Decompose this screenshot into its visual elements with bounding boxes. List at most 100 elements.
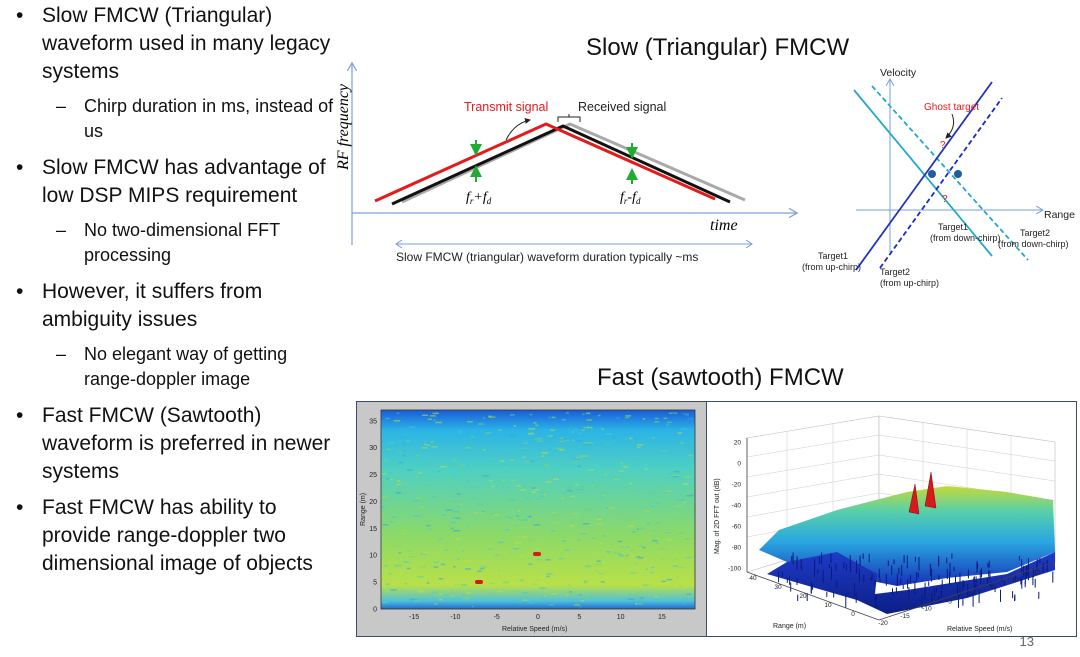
heatmap-speckle [668,473,673,475]
heatmap-speckle [588,442,593,445]
heatmap-speckle [568,486,572,488]
heatmap-speckle [393,420,401,422]
heatmap-speckle [453,473,456,475]
heatmap-speckle [642,584,649,586]
heatmap-speckle [585,509,591,512]
bullet-dot: • [16,404,24,427]
heatmap-speckle [432,412,439,415]
heatmap-speckle [579,605,583,608]
heatmap-speckle [561,540,567,542]
heatmap-speckle [625,415,632,417]
heatmap-speckle [464,560,471,563]
heatmap-speckle [539,587,546,589]
heatmap-speckle [582,523,590,525]
heatmap-speckle [528,515,532,518]
heatmap-speckle [613,478,619,481]
heatmap-speckle [573,604,580,606]
heatmap-speckle [404,433,408,435]
received-signal-black [391,124,731,206]
heatmap-speckle [645,468,648,470]
heatmap-x-tick: 5 [577,614,581,621]
heatmap-speckle [437,564,440,567]
heatmap-speckle [586,419,592,421]
heatmap-speckle [410,453,417,455]
heatmap-speckle [463,597,466,599]
heatmap-speckle [429,415,436,417]
heatmap-speckle [601,535,607,537]
heatmap-speckle [623,466,629,468]
heatmap-speckle [398,461,403,464]
heatmap-speckle [673,558,677,561]
heatmap-speckle [524,460,531,463]
heatmap-speckle [521,519,528,521]
heatmap-speckle [599,542,603,545]
heatmap-speckle [646,522,651,524]
heatmap-speckle [548,416,551,419]
heatmap-speckle [437,539,441,542]
heatmap-speckle [513,425,516,427]
heatmap-speckle [408,426,416,428]
heatmap-speckle [462,464,470,467]
slow-fmcw-title: Slow (Triangular) FMCW [586,34,850,61]
heatmap-speckle [419,506,425,508]
heatmap-speckle [585,443,592,445]
heatmap-speckle [680,475,683,478]
target2-down-label-b: (from down-chirp) [998,239,1069,249]
heatmap-speckle [444,549,448,551]
heatmap-speckle [602,495,606,497]
heatmap-speckle [620,515,623,517]
heatmap-speckle [574,458,581,460]
sub-bullet-text: No elegant way of getting range-doppler … [84,344,288,389]
heatmap-speckle [439,598,443,601]
heatmap-speckle [583,581,587,584]
heatmap-speckle [431,446,438,448]
surface-speed-tick: 15 [1033,570,1041,577]
range-doppler-heatmap-panel: 0 5 10 15 20 25 30 35 -15 -10 -5 0 5 10 15 Range (m) … [356,401,707,637]
heatmap-speckle [618,554,625,557]
heatmap-speckle [409,556,415,558]
heatmap-speckle [418,498,425,500]
heatmap-speckle [519,579,524,582]
heatmap-speckle [428,528,432,530]
ghost-question-lower: ? [942,194,948,205]
heatmap-speckle [654,421,660,423]
heatmap-speckle [438,471,441,473]
heatmap-speckle [401,423,406,425]
heatmap-speckle [426,444,431,446]
heatmap-speckle [573,428,578,431]
heatmap-speckle [453,530,461,532]
heatmap-speckle [419,591,425,593]
peak-2 [924,471,937,509]
heatmap-speckle [652,529,655,532]
heatmap-speckle [675,475,680,477]
heatmap-speckle [684,493,691,495]
bullet-dot: • [16,496,24,519]
heatmap-speckle [618,470,624,472]
heatmap-speckle [383,528,389,530]
heatmap-speckle [567,540,571,542]
surface-z-tick: 20 [734,440,742,447]
heatmap-speckle [679,585,683,587]
heatmap-speckle [462,457,468,460]
heatmap-speckle [650,505,656,508]
target1-up-chirp-line [855,81,993,271]
heatmap-speckle [503,581,509,584]
sub-bullet-dash: – [56,96,67,116]
heatmap-speckle [497,514,503,517]
heatmap-speckle [385,583,390,585]
heatmap-speckle [510,518,516,521]
heatmap-speckle [685,549,691,551]
bullet-item: • Slow FMCW (Triangular) waveform used in… [12,2,342,86]
heatmap-speckle [682,483,689,485]
heatmap-speckle [534,542,538,544]
heatmap-speckle [673,470,680,473]
heatmap-speckle [383,559,390,561]
heatmap-speckle [384,565,388,567]
heatmap-speckle [406,439,409,442]
target1-up-label-a: Target1 [818,251,848,261]
heatmap-speckle [513,548,519,550]
heatmap-speckle [638,557,644,559]
heatmap-speckle [595,570,599,572]
surface-z-tick: -40 [732,503,742,510]
heatmap-speckle [510,499,515,501]
